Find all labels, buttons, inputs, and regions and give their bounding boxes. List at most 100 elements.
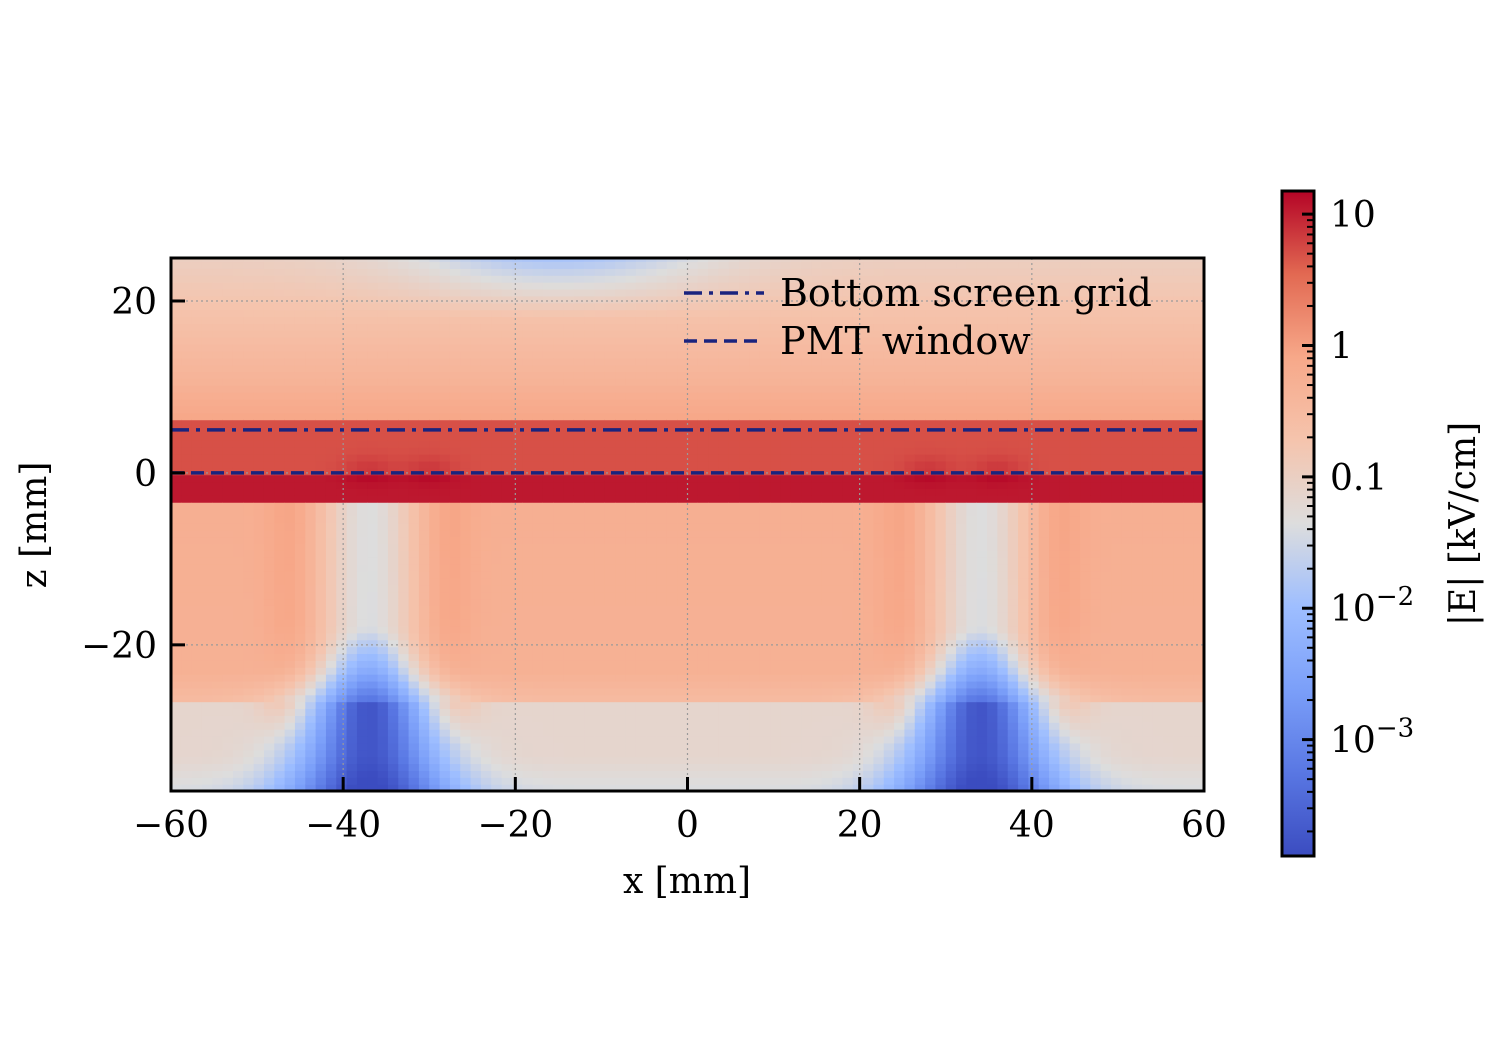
heatmap-cell	[191, 770, 203, 778]
heatmap-cell	[398, 784, 410, 791]
heatmap-cell	[656, 536, 668, 545]
heatmap-cell	[563, 509, 575, 517]
heatmap-cell	[511, 288, 523, 297]
heatmap-cell	[635, 357, 647, 366]
heatmap-cell	[801, 419, 813, 428]
heatmap-cell	[501, 605, 513, 613]
heatmap-cell	[542, 674, 554, 682]
heatmap-cell	[666, 550, 678, 558]
heatmap-cell	[181, 467, 193, 476]
heatmap-cell	[615, 261, 627, 269]
heatmap-cell	[666, 502, 678, 510]
heatmap-cell	[263, 350, 275, 359]
heatmap-cell	[408, 784, 420, 791]
heatmap-cell	[460, 398, 472, 407]
heatmap-cell	[501, 440, 513, 448]
heatmap-cell	[253, 660, 265, 668]
heatmap-cell	[811, 330, 823, 338]
heatmap-cell	[749, 405, 761, 414]
heatmap-cell	[594, 770, 606, 778]
heatmap-cell	[449, 275, 461, 283]
heatmap-cell	[201, 722, 213, 730]
heatmap-cell	[201, 570, 213, 579]
heatmap-cell	[522, 674, 534, 682]
heatmap-cell	[449, 398, 461, 407]
heatmap-cell	[542, 619, 554, 627]
heatmap-cell	[284, 474, 296, 483]
heatmap-cell	[201, 405, 213, 414]
heatmap-cell	[553, 632, 565, 641]
heatmap-cell	[635, 612, 647, 620]
heatmap-cell	[212, 282, 224, 290]
heatmap-cell	[532, 625, 544, 634]
heatmap-cell	[387, 674, 399, 682]
heatmap-cell	[522, 756, 534, 765]
heatmap-cell	[821, 605, 833, 613]
heatmap-cell	[646, 447, 658, 455]
heatmap-cell	[687, 564, 699, 572]
heatmap-cell	[635, 742, 647, 751]
heatmap-cell	[429, 302, 441, 311]
heatmap-cell	[697, 749, 709, 758]
heatmap-cell	[584, 653, 596, 661]
heatmap-cell	[408, 330, 420, 338]
heatmap-cell	[201, 412, 213, 421]
heatmap-cell	[325, 701, 337, 710]
heatmap-cell	[418, 433, 430, 441]
heatmap-cell	[263, 447, 275, 455]
heatmap-cell	[171, 687, 182, 696]
heatmap-cell	[728, 378, 740, 386]
heatmap-cell	[728, 729, 740, 737]
heatmap-cell	[646, 502, 658, 510]
heatmap-cell	[305, 784, 317, 791]
heatmap-cell	[749, 598, 761, 606]
heatmap-cell	[780, 378, 792, 386]
heatmap-cell	[274, 261, 286, 269]
heatmap-cell	[387, 364, 399, 373]
heatmap-cell	[759, 612, 771, 620]
heatmap-cell	[759, 763, 771, 771]
heatmap-cell	[367, 584, 379, 593]
heatmap-cell	[522, 385, 534, 393]
heatmap-cell	[470, 474, 482, 483]
heatmap-cell	[418, 474, 430, 483]
heatmap-cell	[222, 522, 234, 531]
heatmap-cell	[646, 440, 658, 448]
heatmap-cell	[656, 653, 668, 661]
heatmap-cell	[656, 330, 668, 338]
heatmap-cell	[274, 433, 286, 441]
heatmap-cell	[418, 770, 430, 778]
heatmap-cell	[759, 357, 771, 366]
heatmap-cell	[315, 612, 327, 620]
heatmap-cell	[253, 667, 265, 675]
heatmap-cell	[222, 777, 234, 785]
heatmap-cell	[666, 295, 678, 304]
heatmap-cell	[346, 282, 358, 290]
heatmap-cell	[232, 392, 244, 400]
heatmap-cell	[377, 735, 389, 744]
heatmap-cell	[832, 749, 844, 758]
heatmap-cell	[232, 756, 244, 765]
heatmap-cell	[171, 258, 182, 263]
heatmap-cell	[770, 454, 782, 462]
heatmap-cell	[780, 639, 792, 648]
heatmap-cell	[449, 385, 461, 393]
heatmap-cell	[171, 454, 182, 462]
heatmap-cell	[460, 357, 472, 366]
heatmap-cell	[728, 364, 740, 373]
heatmap-cell	[811, 275, 823, 283]
heatmap-cell	[687, 653, 699, 661]
heatmap-cell	[284, 454, 296, 462]
heatmap-cell	[491, 536, 503, 545]
heatmap-cell	[480, 756, 492, 765]
heatmap-cell	[284, 577, 296, 586]
heatmap-cell	[811, 261, 823, 269]
heatmap-cell	[294, 612, 306, 620]
heatmap-cell	[377, 529, 389, 538]
heatmap-cell	[790, 330, 802, 338]
heatmap-cell	[305, 337, 317, 345]
heatmap-cell	[491, 550, 503, 558]
heatmap-cell	[615, 309, 627, 318]
heatmap-cell	[263, 550, 275, 558]
heatmap-cell	[284, 550, 296, 558]
